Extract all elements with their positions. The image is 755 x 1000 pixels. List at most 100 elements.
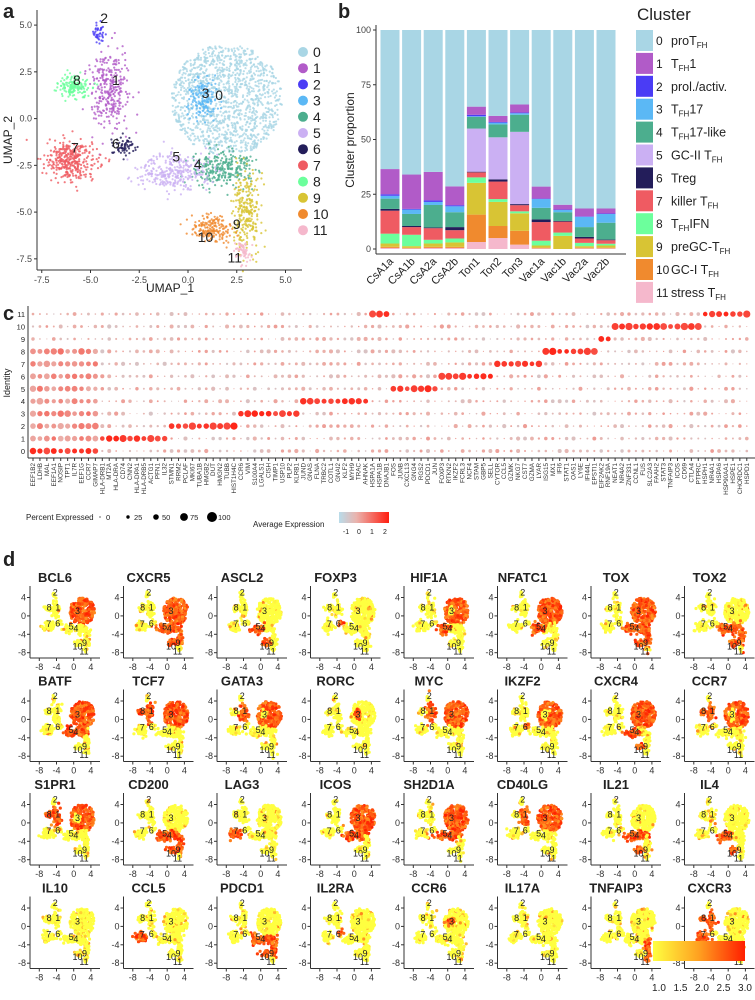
umap-point-cluster-0 — [250, 138, 253, 141]
umap-point-cluster-0 — [182, 114, 185, 117]
dot-HLA-DRB1-cluster-9 — [101, 338, 104, 340]
dot-JUND-cluster-7 — [301, 361, 306, 366]
dot-HSPD1-cluster-10 — [746, 325, 748, 328]
dot-JUND-cluster-11 — [302, 312, 305, 316]
umap-point-cluster-0 — [257, 82, 260, 85]
umap-point-cluster-1 — [107, 95, 111, 98]
umap-point-cluster-9 — [241, 196, 244, 200]
umap-point-cluster-7 — [39, 157, 42, 161]
umap-point-cluster-0 — [232, 101, 235, 104]
dot-PTPRC-cluster-2 — [697, 424, 700, 428]
bar-CsA1a-cluster-0 — [380, 30, 400, 170]
umap-point-cluster-9 — [246, 232, 249, 235]
umap-point-cluster-0 — [232, 133, 235, 136]
umap-point-cluster-1 — [123, 119, 126, 122]
umap-point-cluster-6 — [119, 151, 122, 154]
umap-point-cluster-1 — [101, 95, 104, 98]
umap-point-cluster-0 — [248, 71, 251, 74]
umap-point-cluster-0 — [183, 63, 186, 66]
umap-point-cluster-1 — [108, 110, 111, 113]
dot-MAL-cluster-4 — [44, 398, 50, 404]
umap-point-cluster-0 — [233, 49, 236, 53]
umap-point-cluster-10 — [201, 214, 204, 217]
dot-STAM-cluster-11 — [474, 312, 479, 316]
dot-IL32-cluster-5 — [163, 387, 166, 390]
umap-point-cluster-0 — [246, 120, 249, 123]
dot-HSPA1B-cluster-5 — [377, 386, 382, 391]
dot-FOS-cluster-2 — [392, 425, 395, 427]
bar-Ton3-cluster-0 — [510, 30, 530, 105]
umap-point-cluster-0 — [183, 90, 186, 93]
umap-point-cluster-8 — [84, 80, 87, 83]
dot-NCF4-cluster-1 — [468, 437, 471, 440]
umap-point-cluster-6 — [121, 143, 124, 146]
umap-point-cluster-0 — [212, 127, 215, 130]
umap-point-cluster-0 — [234, 76, 237, 79]
dot-PCLAF-cluster-10 — [183, 324, 188, 329]
dot-FAAH2-cluster-11 — [654, 312, 659, 316]
umap-point-cluster-9 — [249, 205, 253, 209]
umap-point-cluster-4 — [220, 174, 223, 177]
stacked-bar-panel: CsA1aCsA1bCsA2aCsA2bTon1Ton2Ton3Vac1aVac… — [343, 5, 731, 303]
umap-point-cluster-1 — [109, 91, 112, 94]
umap-point-cluster-7 — [71, 157, 74, 160]
dot-NR4A1-cluster-5 — [711, 387, 713, 390]
umap-point-cluster-5 — [150, 175, 153, 178]
dot-FCRL3-cluster-8 — [461, 350, 464, 353]
dot-NCF4-cluster-9 — [468, 337, 471, 341]
umap-point-cluster-0 — [193, 59, 196, 62]
dot-KLRB1-cluster-10 — [294, 324, 298, 329]
dot-MAL-cluster-0 — [43, 447, 51, 455]
umap-point-cluster-0 — [193, 61, 196, 64]
bar-Vac1a-cluster-0 — [531, 30, 551, 187]
dot-CCL5-cluster-4 — [502, 399, 506, 403]
umap-point-cluster-4 — [240, 172, 243, 175]
dot-USP10-cluster-1 — [280, 436, 285, 441]
dot-HSPD1-cluster-11 — [743, 310, 751, 318]
umap-point-cluster-0 — [233, 141, 236, 144]
dot-ICOS-cluster-2 — [676, 425, 678, 427]
umap-point-cluster-11 — [249, 259, 252, 262]
umap-point-cluster-0 — [235, 140, 238, 143]
dot-GZMK-cluster-2 — [510, 425, 513, 428]
umap-point-cluster-7 — [83, 164, 86, 167]
dot-GZMA-cluster-5 — [531, 387, 533, 390]
umap-point-cluster-0 — [171, 96, 174, 99]
umap-point-cluster-5 — [206, 174, 209, 177]
dot-JUN-cluster-9 — [433, 337, 437, 341]
dot-STMN1-cluster-9 — [169, 337, 174, 341]
dot-EIF2AK2-cluster-6 — [599, 374, 604, 379]
dot-LY6E-cluster-2 — [578, 424, 582, 428]
dot-HSPA1A-cluster-9 — [371, 337, 374, 341]
dot-NR4A2-cluster-10 — [619, 323, 626, 330]
umap-point-cluster-4 — [226, 179, 229, 182]
dot-OAS1-cluster-9 — [572, 337, 575, 341]
bar-CsA1a-cluster-3 — [380, 195, 400, 199]
bar-Ton3-cluster-1 — [510, 104, 530, 113]
umap-point-cluster-5 — [186, 178, 190, 181]
umap-point-cluster-5 — [130, 180, 133, 183]
dot-RNF19A-cluster-6 — [607, 375, 610, 378]
umap-point-cluster-1 — [121, 82, 124, 85]
dot-IKZF2-cluster-11 — [454, 312, 457, 316]
umap-point-cluster-5 — [136, 176, 139, 180]
dot-EEF1G-cluster-5 — [79, 386, 84, 391]
dot-IL7R-cluster-8 — [72, 348, 78, 354]
x-tick-label: -2.5 — [131, 275, 147, 285]
dot-FCRL3-cluster-1 — [461, 437, 465, 440]
umap-point-cluster-9 — [230, 199, 233, 202]
dot-OAS1-cluster-5 — [572, 387, 575, 390]
umap-point-cluster-5 — [184, 158, 187, 161]
dot-DUT-cluster-9 — [212, 337, 215, 340]
bar-CsA1b-cluster-9 — [402, 246, 422, 248]
dot-HSP90AA1-cluster-2 — [724, 424, 728, 428]
umap-point-cluster-0 — [235, 109, 238, 112]
umap-point-cluster-0 — [220, 114, 223, 117]
dot-NOSIP-cluster-11 — [59, 313, 62, 315]
umap-point-cluster-1 — [100, 89, 103, 92]
umap-points — [25, 20, 283, 273]
dot-ICOS-cluster-7 — [676, 362, 679, 365]
dot-KLRB1-cluster-1 — [294, 437, 298, 441]
umap-point-cluster-1 — [103, 90, 107, 93]
umap-point-cluster-0 — [261, 93, 264, 96]
